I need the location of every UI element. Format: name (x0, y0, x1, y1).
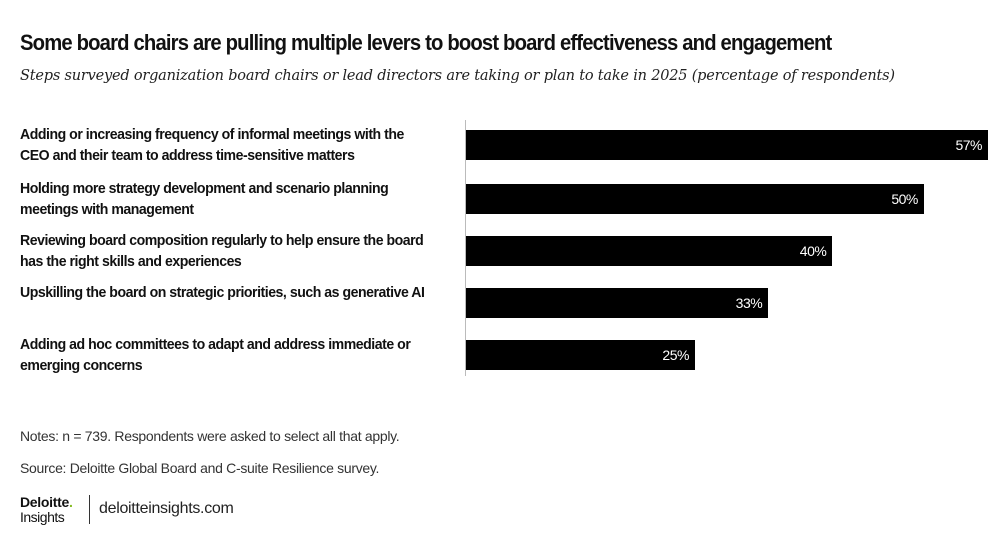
bar (466, 184, 924, 214)
logo-deloitte: Deloitte (20, 494, 69, 510)
source: Source: Deloitte Global Board and C-suit… (20, 460, 380, 476)
data-label: 25% (662, 347, 689, 363)
category-label: Adding ad hoc committees to adapt and ad… (20, 336, 411, 374)
data-label: 50% (891, 191, 918, 207)
site-link[interactable]: deloitteinsights.com (99, 500, 234, 517)
notes: Notes: n = 739. Respondents were asked t… (20, 428, 400, 444)
data-label: 57% (955, 137, 982, 153)
logo-dot: . (68, 494, 73, 510)
data-label: 33% (735, 295, 763, 311)
bar (466, 130, 988, 160)
chart-subtitle: Steps surveyed organization board chairs… (20, 68, 895, 84)
logo-insights: Insights (20, 509, 65, 525)
y-axis-line (465, 120, 466, 376)
bar (466, 288, 769, 318)
data-label: 40% (799, 243, 827, 259)
category-label: Upskilling the board on strategic priori… (20, 284, 425, 301)
category-label: Holding more strategy development and sc… (20, 180, 389, 218)
bar (466, 340, 695, 370)
chart-title: Some board chairs are pulling multiple l… (20, 30, 832, 55)
footer-divider (89, 495, 90, 524)
category-label: Adding or increasing frequency of inform… (20, 126, 404, 164)
bar (466, 236, 833, 266)
category-label: Reviewing board composition regularly to… (20, 232, 424, 270)
